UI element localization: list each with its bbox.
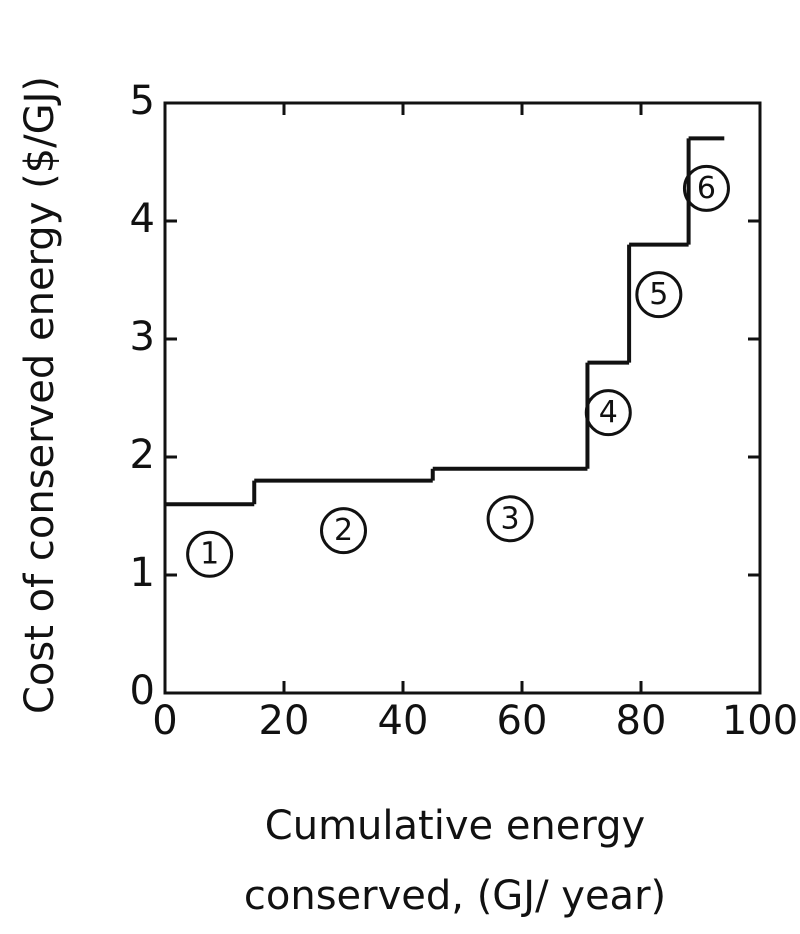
x-tick-label: 0 <box>152 698 177 744</box>
x-tick-label: 60 <box>497 698 548 744</box>
y-axis-label: Cost of conserved energy ($/GJ) <box>17 76 63 714</box>
y-tick-label: 5 <box>130 78 155 124</box>
plot-frame <box>163 101 762 695</box>
step-label-circle <box>635 271 683 319</box>
y-tick-label: 3 <box>130 314 155 360</box>
step-label: 4 <box>599 395 618 430</box>
y-tick-label: 2 <box>130 432 155 478</box>
step-label-circle <box>584 389 632 437</box>
y-tick-label: 0 <box>130 668 155 714</box>
y-tick-label: 4 <box>130 196 155 242</box>
y-tick-label: 1 <box>130 550 155 596</box>
x-tick-label: 100 <box>722 698 798 744</box>
x-axis-label: conserved, (GJ/ year) <box>244 873 666 919</box>
step-label-circle <box>186 530 234 578</box>
x-axis-label: Cumulative energy <box>265 803 645 849</box>
step-label: 1 <box>200 537 219 572</box>
step-label: 5 <box>649 277 668 312</box>
step-label: 3 <box>501 501 520 536</box>
x-tick-label: 20 <box>259 698 310 744</box>
x-tick-label: 40 <box>378 698 429 744</box>
step-label: 6 <box>697 171 716 206</box>
step-label-circle <box>486 495 534 543</box>
step-label: 2 <box>334 513 353 548</box>
step-label-circle <box>320 507 367 555</box>
x-tick-label: 80 <box>616 698 667 744</box>
step-label-circle <box>682 164 730 212</box>
